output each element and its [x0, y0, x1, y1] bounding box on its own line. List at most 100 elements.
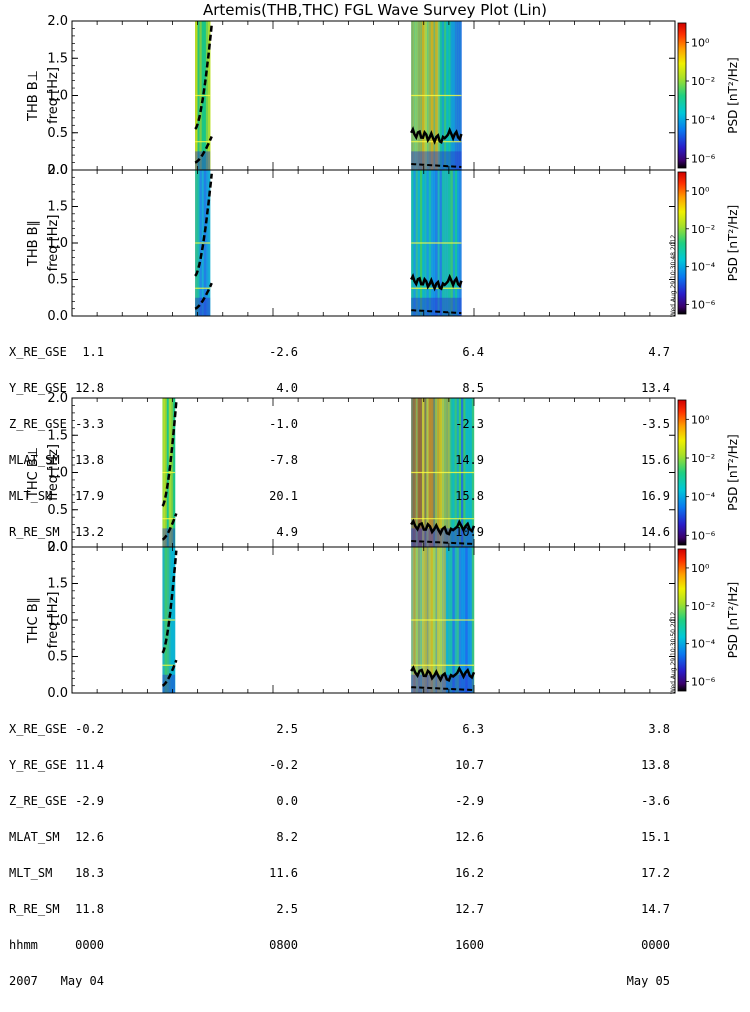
low-frequency-band: [195, 297, 211, 316]
ephem-value: 16.9: [641, 489, 670, 503]
y-tick-label: 0.5: [47, 126, 68, 141]
y-tick-label: 2.0: [47, 14, 68, 29]
ephem-value: -2.6: [269, 345, 298, 359]
frequency-trace: [410, 272, 463, 292]
ephem-value: -0.2: [269, 758, 298, 772]
ephem-value: 17.9: [75, 489, 104, 503]
panel-frame: [71, 20, 676, 171]
panel-thb-perp: 0.0 0.5 1.0 1.5 2.0 THB B⊥ freq [Hz] 10⁰ 10⁻² 10⁻…: [26, 14, 740, 178]
low-frequency-band: [411, 674, 474, 693]
ephem-value: 6.4: [462, 345, 484, 359]
y-axis-label: freq [Hz]: [46, 444, 61, 501]
ephem-value: 14.9: [455, 453, 484, 467]
ephem-value: 18.3: [75, 866, 104, 880]
ephem-value: 12.8: [75, 381, 104, 395]
colorbar-tick-label: 10⁻⁶: [691, 676, 716, 689]
panel-label: THB B∥: [26, 220, 41, 267]
ephem-value: -7.8: [269, 453, 298, 467]
panel-thc-perp: 0.0 0.5 1.0 1.5 2.0 THC B⊥ freq [Hz] 10⁰ 10⁻² 10⁻…: [26, 391, 740, 555]
ephem-value: 13.8: [75, 453, 104, 467]
ephem-value: 12.6: [75, 830, 104, 844]
y-tick-label: 2.0: [47, 391, 68, 406]
ephem-value: 11.4: [75, 758, 104, 772]
ephem-label: X_RE_GSE: [9, 345, 67, 359]
ephem-value: -2.9: [455, 794, 484, 808]
ephem-value: 16.2: [455, 866, 484, 880]
ephem-value: 1600: [455, 938, 484, 952]
colorbar: [677, 399, 687, 546]
cyclotron-harmonic-trace: [162, 513, 178, 541]
thc-ephem-col-2: 6.3 10.7 -2.9 12.6 16.2 12.7 1600: [434, 699, 484, 999]
ephem-value: 0800: [269, 938, 298, 952]
ephem-label: MLAT_SM: [9, 453, 60, 467]
ephem-value: 20.1: [269, 489, 298, 503]
colorbar: [677, 22, 687, 169]
y-tick-label: 1.0: [47, 466, 68, 481]
ephem-value: 6.3: [462, 722, 484, 736]
ephem-value: 1.1: [82, 345, 104, 359]
thb-ephem-col-3: 4.7 13.4 -3.5 15.6 16.9 14.6: [620, 322, 670, 562]
y-tick-label: 0.5: [47, 273, 68, 288]
y-axis-label: freq [Hz]: [46, 592, 61, 649]
ephem-label: R_RE_SM: [9, 525, 60, 539]
panel-label: THC B⊥: [26, 447, 41, 499]
colorbar-tick-label: 10⁻²: [691, 600, 715, 613]
colorbar-tick-label: 10⁰: [691, 36, 710, 49]
colorbar-tick-label: 10⁰: [691, 185, 710, 198]
ephem-value: 0.0: [276, 794, 298, 808]
y-tick-label: 2.0: [47, 163, 68, 178]
y-tick-label: 0.0: [47, 540, 68, 555]
ephem-value: 0000: [75, 938, 104, 952]
ephem-value: -2.9: [75, 794, 104, 808]
harmonic-trace: [411, 686, 475, 692]
cyclotron-harmonic-trace: [161, 659, 178, 687]
thb-ephem-col-1: -2.6 4.0 -1.0 -7.8 20.1 4.9: [248, 322, 298, 562]
colorbar-tick-label: 10⁻⁴: [691, 491, 716, 504]
panel-label: THC B∥: [26, 597, 41, 644]
colorbar-label: PSD [nT²/Hz]: [726, 57, 740, 133]
ephem-value: 13.8: [641, 758, 670, 772]
colorbar-tick-label: 10⁻⁴: [691, 114, 716, 127]
ephem-value: -3.5: [641, 417, 670, 431]
plot-timestamp: Wed Aug 29 10:30:48 2012: [670, 235, 677, 317]
y-tick-label: 2.0: [47, 540, 68, 555]
ephem-value: -2.3: [455, 417, 484, 431]
ephem-value: 15.8: [455, 489, 484, 503]
colorbar-tick-label: 10⁻²: [691, 452, 715, 465]
colorbar-tick-label: 10⁰: [691, 413, 710, 426]
panel-frame: [71, 169, 676, 317]
colorbar-tick-label: 10⁻⁴: [691, 261, 716, 274]
ephem-value: May 04: [60, 974, 104, 988]
panel-thc-par: 0.0 0.5 1.0 1.5 2.0 THC B∥ freq [Hz] 10⁰ 10⁻² 10⁻…: [26, 540, 740, 701]
ephem-value: 2.5: [276, 902, 298, 916]
ephem-value: 4.7: [648, 345, 670, 359]
thb-ephem-col-2: 6.4 8.5 -2.3 14.9 15.8 10.9: [434, 322, 484, 562]
low-frequency-band: [162, 528, 176, 547]
y-tick-label: 1.0: [47, 613, 68, 628]
ephem-value: -3.3: [75, 417, 104, 431]
harmonic-trace: [411, 540, 475, 545]
y-tick-label: 1.5: [47, 428, 68, 443]
thb-ephem-col-0: 1.1 12.8 -3.3 13.8 17.9 13.2: [54, 322, 104, 562]
ephem-value: 10.7: [455, 758, 484, 772]
y-tick-label: 1.0: [47, 89, 68, 104]
low-frequency-band: [195, 151, 211, 170]
frequency-trace: [410, 665, 476, 683]
harmonic-trace: [411, 309, 462, 315]
ephem-label: MLT_SM: [9, 489, 53, 503]
colorbar-label: PSD [nT²/Hz]: [726, 434, 740, 510]
low-frequency-band: [411, 528, 474, 547]
ephem-value: 0000: [641, 938, 670, 952]
ephem-value: 13.4: [641, 381, 670, 395]
ephem-value: 11.6: [269, 866, 298, 880]
y-tick-label: 0.5: [47, 650, 68, 665]
y-tick-label: 0.0: [47, 309, 68, 324]
panel-thb-par: 0.0 0.5 1.0 1.5 2.0 THB B∥ freq [Hz] 10⁰ 10⁻² 10⁻…: [26, 163, 740, 324]
cyclotron-trace: [161, 550, 178, 654]
colorbar-label: PSD [nT²/Hz]: [726, 582, 740, 658]
colorbar-tick-label: 10⁻²: [691, 223, 715, 236]
ephem-value: 14.7: [641, 902, 670, 916]
colorbar-tick-label: 10⁻⁶: [691, 529, 716, 542]
chart-title: Artemis(THB,THC) FGL Wave Survey Plot (L…: [202, 1, 548, 19]
thc-ephem-col-1: 2.5 -0.2 0.0 8.2 11.6 2.5 0800: [248, 699, 298, 999]
